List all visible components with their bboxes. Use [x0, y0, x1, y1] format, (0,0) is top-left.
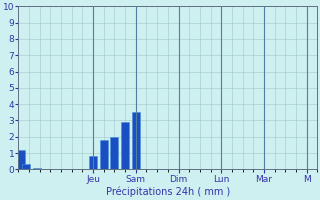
Bar — [100, 140, 108, 169]
X-axis label: Précipitations 24h ( mm ): Précipitations 24h ( mm ) — [106, 187, 230, 197]
Bar — [22, 164, 30, 169]
Bar — [89, 156, 97, 169]
Bar — [17, 150, 25, 169]
Bar — [110, 137, 118, 169]
Bar — [132, 112, 140, 169]
Bar — [121, 122, 129, 169]
Bar — [33, 168, 41, 169]
